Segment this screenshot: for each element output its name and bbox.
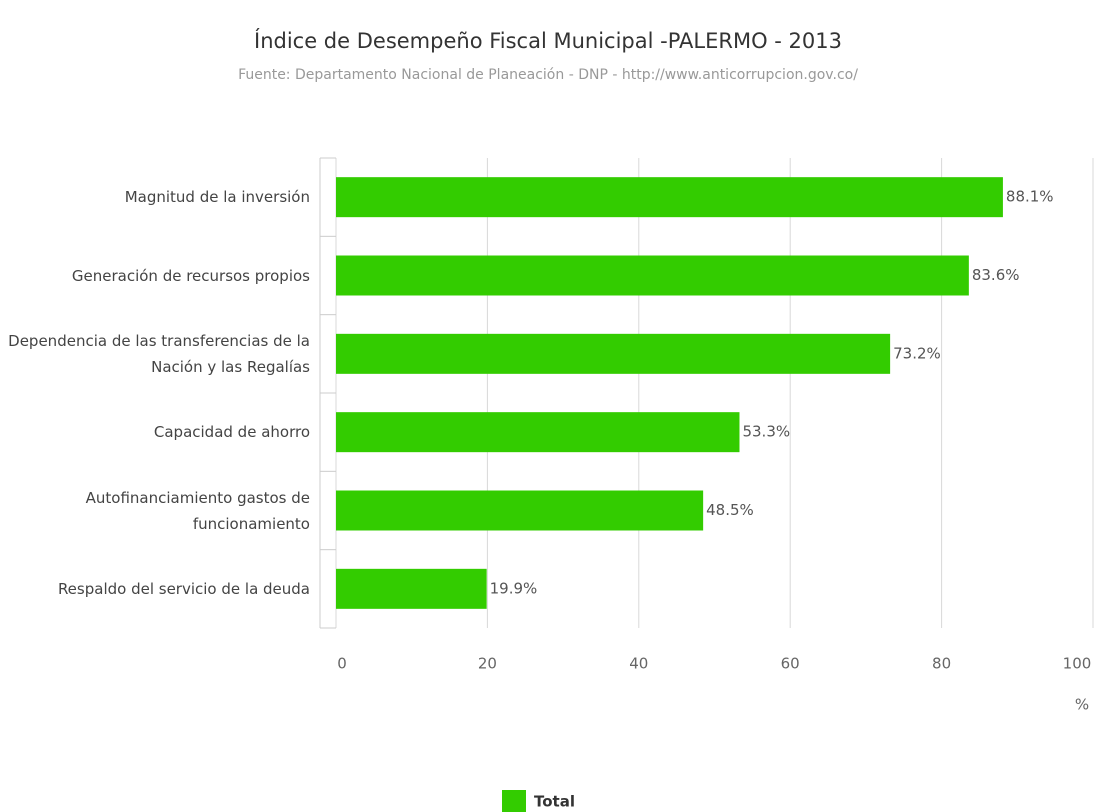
x-tick-label: 100	[1063, 655, 1092, 673]
data-label: 53.3%	[742, 423, 790, 441]
bar	[336, 568, 487, 609]
category-label: Magnitud de la inversión	[124, 188, 310, 207]
category-label: Respaldo del servicio de la deuda	[57, 579, 310, 598]
bar	[336, 177, 1003, 218]
legend-label: Total	[534, 793, 575, 811]
data-label: 83.6%	[972, 266, 1020, 284]
category-label: Autofinanciamiento gastos de funcionamie…	[85, 488, 310, 533]
data-label: 19.9%	[490, 579, 538, 597]
legend-swatch	[502, 790, 526, 812]
x-tick-label: 60	[781, 655, 800, 673]
chart-title: Índice de Desempeño Fiscal Municipal -PA…	[254, 28, 842, 53]
category-label: Dependencia de las transferencias de la …	[8, 331, 310, 376]
bar	[336, 490, 704, 531]
category-label: Capacidad de ahorro	[153, 423, 310, 442]
data-label: 88.1%	[1006, 188, 1054, 206]
x-axis-title: %	[1075, 696, 1089, 714]
chart-subtitle: Fuente: Departamento Nacional de Planeac…	[238, 67, 858, 83]
bar	[336, 333, 891, 374]
bar	[336, 412, 740, 453]
bar	[336, 255, 969, 296]
data-label: 73.2%	[893, 344, 941, 362]
x-tick-label: 80	[932, 655, 951, 673]
data-label: 48.5%	[706, 501, 754, 519]
x-tick-label: 40	[629, 655, 648, 673]
x-tick-label: 20	[478, 655, 497, 673]
category-label: Generación de recursos propios	[71, 266, 310, 285]
x-tick-label: 0	[337, 655, 347, 673]
